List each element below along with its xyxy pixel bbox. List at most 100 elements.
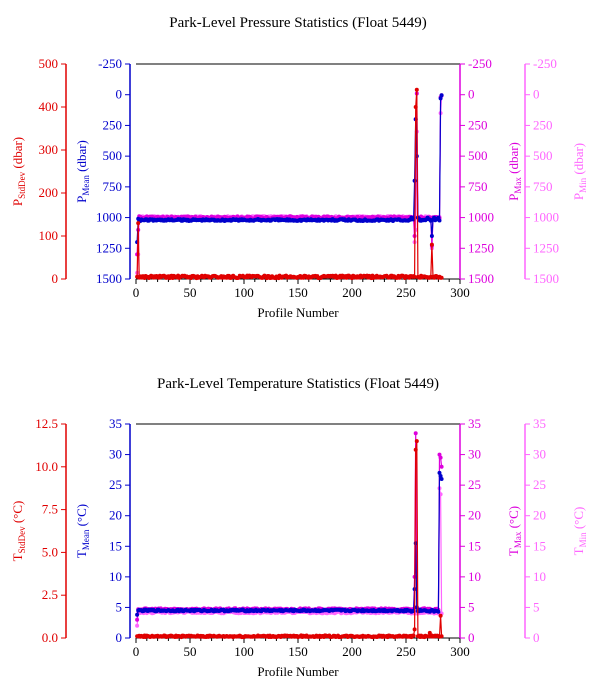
y-axis-label-main: P [74, 196, 89, 203]
y-axis-label-unit: (°C) [10, 501, 25, 527]
y-axis-label-main: P [571, 193, 586, 200]
x-tick-label: 250 [396, 285, 416, 300]
y-axis-label-unit: (dbar) [10, 137, 25, 172]
data-point-std [439, 634, 444, 639]
y-tick-label-mean: 35 [109, 416, 122, 431]
y-tick-label-min: 20 [533, 508, 546, 523]
y-axis-label-sub: Max [513, 531, 523, 548]
y-axis-label-unit: (dbar) [74, 140, 89, 175]
y-tick-label-mean: 20 [109, 508, 122, 523]
y-tick-label-mean: 1250 [96, 240, 122, 255]
data-point-std [438, 613, 443, 618]
x-axis-label: Profile Number [257, 664, 339, 679]
data-point-max [135, 617, 140, 622]
y-tick-label-std: 200 [39, 185, 59, 200]
y-axis-label-sub: Mean [81, 175, 91, 196]
data-point-std [411, 633, 416, 638]
series-line-max [136, 433, 443, 620]
series-line-min [136, 488, 443, 626]
y-axis-label-min: PMin (dbar) [571, 143, 588, 200]
y-tick-label-mean: 25 [109, 477, 122, 492]
data-point-std [429, 242, 434, 247]
y-axis-label-sub: StdDev [17, 171, 27, 199]
y-tick-label-min: 10 [533, 569, 546, 584]
y-tick-label-max: 25 [468, 477, 481, 492]
x-tick-label: 150 [288, 644, 308, 659]
data-point-max [413, 431, 418, 436]
y-tick-label-min: 0 [533, 87, 540, 102]
y-tick-label-mean: 0 [116, 87, 123, 102]
y-tick-label-min: 0 [533, 630, 540, 645]
y-tick-label-min: -250 [533, 56, 557, 71]
x-tick-label: 200 [342, 644, 362, 659]
y-axis-label-min: TMin (°C) [571, 507, 588, 556]
y-axis-label-unit: (°C) [506, 506, 521, 532]
data-point-std [413, 447, 418, 452]
data-point-std [439, 275, 444, 280]
y-axis-label-std: PStdDev (dbar) [10, 137, 27, 206]
y-axis-label-max: PMax (dbar) [506, 142, 523, 201]
y-tick-label-mean: 750 [103, 179, 123, 194]
y-tick-label-min: 15 [533, 538, 546, 553]
y-tick-label-std: 2.5 [42, 587, 58, 602]
y-tick-label-min: 5 [533, 599, 540, 614]
y-tick-label-max: 15 [468, 538, 481, 553]
data-point-mean [438, 96, 443, 101]
x-tick-label: 50 [184, 285, 197, 300]
y-axis-label-main: P [506, 194, 521, 201]
y-axis-label-main: P [10, 199, 25, 206]
y-axis-label-sub: Mean [81, 529, 91, 550]
y-tick-label-min: 500 [533, 148, 553, 163]
y-tick-label-min: 750 [533, 179, 553, 194]
chart-title: Park-Level Pressure Statistics (Float 54… [169, 15, 426, 31]
y-axis-label-std: TStdDev (°C) [10, 501, 27, 562]
y-tick-label-mean: 10 [109, 569, 122, 584]
y-axis-label-main: T [571, 547, 586, 555]
series-line-std [136, 89, 442, 280]
data-point-mean [437, 470, 442, 475]
y-tick-label-std: 300 [39, 142, 59, 157]
y-tick-label-std: 5.0 [42, 544, 58, 559]
data-point-max [438, 455, 443, 460]
y-tick-label-max: 1250 [468, 240, 494, 255]
y-tick-label-max: 0 [468, 630, 475, 645]
y-tick-label-max: 10 [468, 569, 481, 584]
y-tick-label-min: 35 [533, 416, 546, 431]
y-axis-label-sub: Min [578, 177, 588, 193]
y-tick-label-max: 1000 [468, 210, 494, 225]
chart-temperature: Park-Level Temperature Statistics (Float… [10, 376, 588, 679]
data-point-std [412, 274, 417, 279]
y-tick-label-std: 12.5 [35, 416, 58, 431]
y-axis-label-sub: StdDev [17, 526, 27, 554]
y-tick-label-mean: -250 [98, 56, 122, 71]
series-line-max [136, 93, 443, 255]
y-tick-label-mean: 30 [109, 447, 122, 462]
chart-pressure: Park-Level Pressure Statistics (Float 54… [10, 15, 588, 320]
y-tick-label-max: 35 [468, 416, 481, 431]
y-tick-label-max: -250 [468, 56, 492, 71]
x-tick-label: 100 [234, 644, 254, 659]
data-point-mean [412, 178, 417, 183]
y-axis-label-sub: Max [513, 177, 523, 194]
data-point-mean [437, 218, 442, 223]
data-point-std [412, 627, 417, 632]
y-tick-label-std: 400 [39, 99, 59, 114]
y-axis-label-unit: (°C) [74, 504, 89, 530]
data-point-mean [439, 93, 444, 98]
y-axis-label-unit: (dbar) [506, 142, 521, 177]
x-tick-label: 300 [450, 644, 470, 659]
y-tick-label-mean: 250 [103, 117, 123, 132]
x-tick-label: 200 [342, 285, 362, 300]
y-tick-label-std: 100 [39, 228, 59, 243]
y-tick-label-max: 250 [468, 117, 488, 132]
y-tick-label-min: 250 [533, 117, 553, 132]
x-tick-label: 150 [288, 285, 308, 300]
data-point-std [414, 87, 419, 92]
x-tick-label: 50 [184, 644, 197, 659]
data-point-mean [436, 609, 441, 614]
y-tick-label-std: 0 [52, 271, 59, 286]
y-tick-label-std: 500 [39, 56, 59, 71]
y-tick-label-max: 1500 [468, 271, 494, 286]
y-tick-label-min: 25 [533, 477, 546, 492]
